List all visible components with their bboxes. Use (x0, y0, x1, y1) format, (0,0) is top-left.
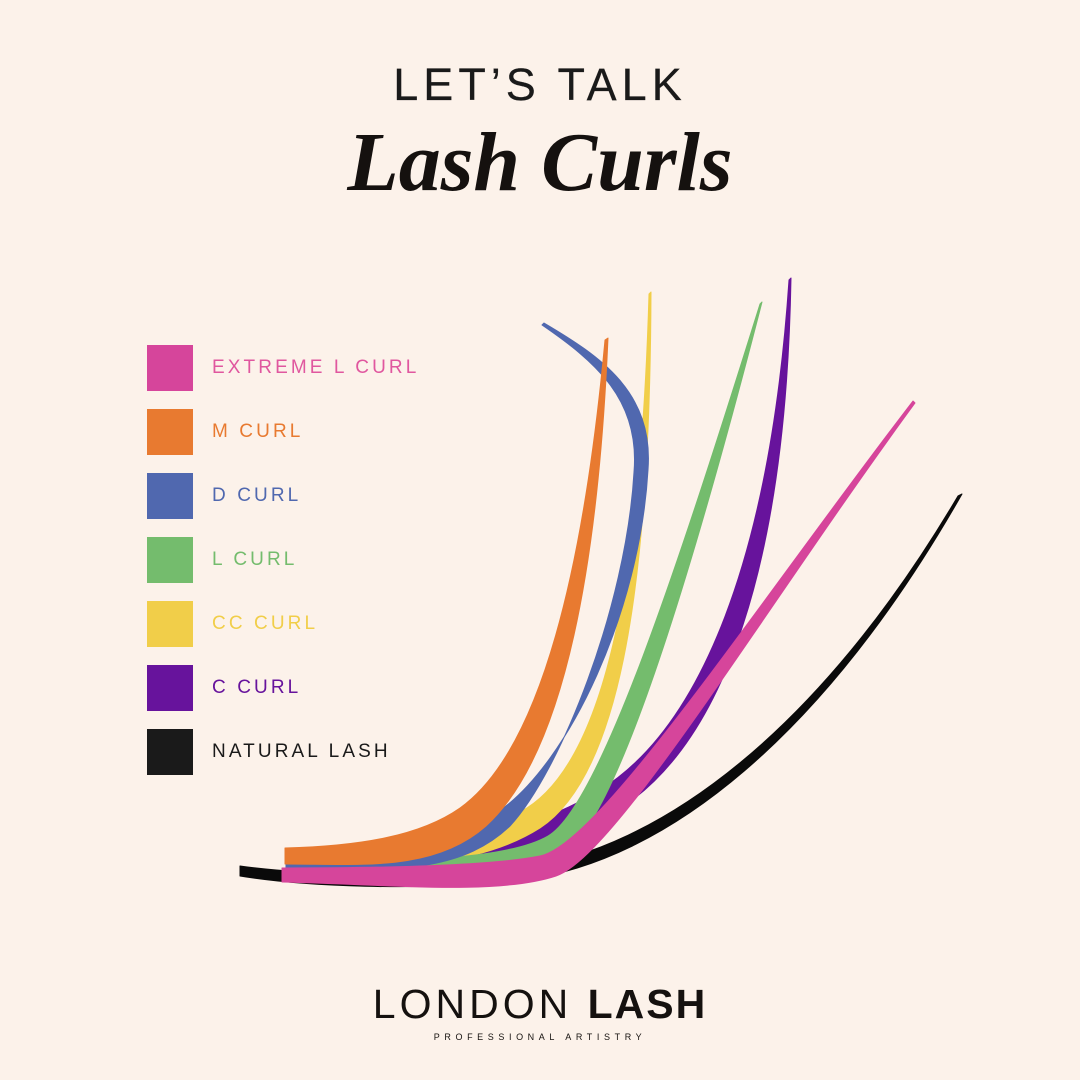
swatch-natural-lash (147, 729, 193, 775)
legend-label-l-curl: L CURL (212, 549, 298, 570)
legend-label-natural-lash: NATURAL LASH (212, 741, 391, 762)
brand-logo: LONDON LASH (0, 984, 1080, 1025)
swatch-extreme-l-curl (147, 345, 193, 391)
swatch-c-curl (147, 665, 193, 711)
eyebrow-text: LET’S TALK (393, 59, 687, 110)
legend-item-l-curl[interactable]: L CURL (147, 537, 567, 583)
header: LET’S TALK Lash Curls (0, 62, 1080, 205)
page-title: Lash Curls (347, 116, 733, 209)
brand-logo-london: LONDON (372, 981, 573, 1027)
legend: EXTREME L CURL M CURL D CURL L CURL CC C… (147, 345, 567, 775)
legend-item-cc-curl[interactable]: CC CURL (147, 601, 567, 647)
legend-item-natural-lash[interactable]: NATURAL LASH (147, 729, 567, 775)
swatch-d-curl (147, 473, 193, 519)
legend-label-d-curl: D CURL (212, 485, 302, 506)
swatch-m-curl (147, 409, 193, 455)
legend-label-extreme-l-curl: EXTREME L CURL (212, 357, 420, 378)
brand-footer: LONDON LASH PROFESSIONAL ARTISTRY (0, 984, 1080, 1043)
swatch-l-curl (147, 537, 193, 583)
legend-item-extreme-l-curl[interactable]: EXTREME L CURL (147, 345, 567, 391)
legend-label-m-curl: M CURL (212, 421, 304, 442)
legend-item-m-curl[interactable]: M CURL (147, 409, 567, 455)
legend-item-d-curl[interactable]: D CURL (147, 473, 567, 519)
legend-label-c-curl: C CURL (212, 677, 302, 698)
swatch-cc-curl (147, 601, 193, 647)
legend-item-c-curl[interactable]: C CURL (147, 665, 567, 711)
legend-label-cc-curl: CC CURL (212, 613, 319, 634)
brand-tagline: PROFESSIONAL ARTISTRY (433, 1032, 647, 1042)
brand-logo-lash: LASH (587, 981, 708, 1027)
